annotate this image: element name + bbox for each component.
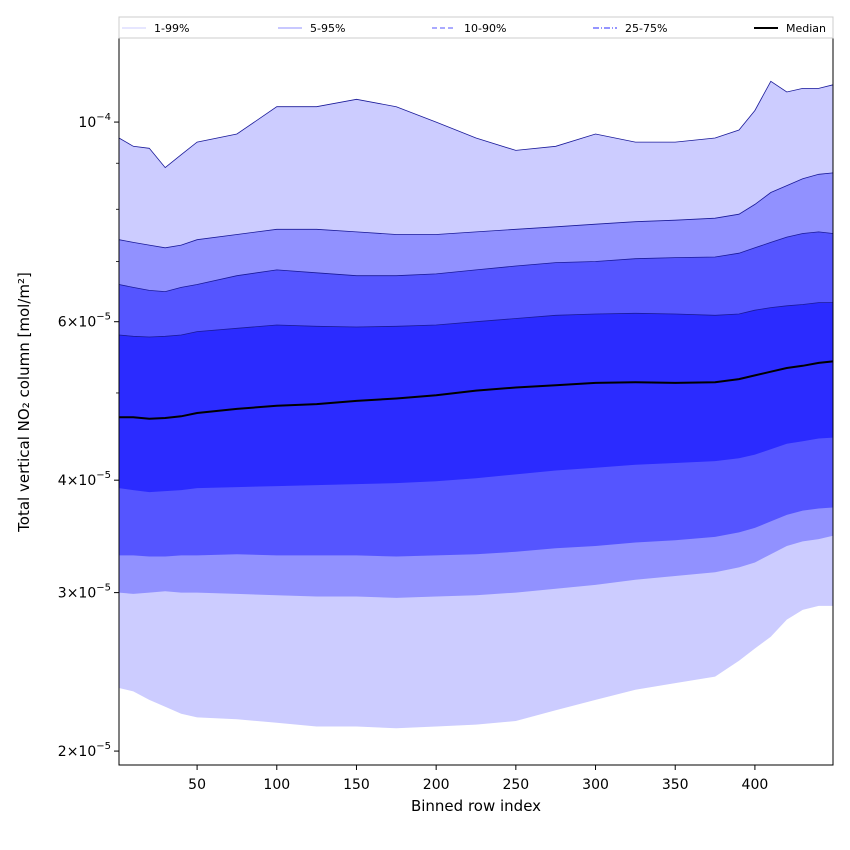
x-axis: 50 100 150 200 250 300 350 400 xyxy=(188,765,768,793)
band-10-90%-upper-edge xyxy=(118,231,834,293)
x-tick-label: 100 xyxy=(263,777,290,793)
band-edge-layer xyxy=(118,80,834,338)
legend: 1-99% 5-95% 10-90% 25-75% Median xyxy=(118,16,834,39)
x-tick-label: 250 xyxy=(502,777,529,793)
x-tick-label: 350 xyxy=(662,777,689,793)
x-tick-label: 300 xyxy=(582,777,609,793)
x-tick-label: 150 xyxy=(343,777,370,793)
legend-box xyxy=(118,16,834,39)
y-tick-label: 4×10−5 xyxy=(58,470,111,489)
y-tick-label: 3×10−5 xyxy=(58,583,111,602)
y-axis: 2×10−5 3×10−5 4×10−5 6×10−5 10−4 xyxy=(58,112,119,760)
legend-label: 5-95% xyxy=(310,22,345,35)
median-layer xyxy=(119,360,834,420)
legend-label: 25-75% xyxy=(625,22,667,35)
y-axis-title: Total vertical NO₂ column [mol/m²] xyxy=(15,272,33,533)
band-25-75%-upper-edge xyxy=(118,302,833,338)
legend-label: Median xyxy=(786,22,826,35)
y-tick-label: 2×10−5 xyxy=(58,741,111,760)
band-25-75%-area xyxy=(119,302,833,493)
legend-label: 1-99% xyxy=(154,22,189,35)
legend-label: 10-90% xyxy=(464,22,506,35)
x-tick-label: 50 xyxy=(188,777,206,793)
band-5-95%-upper-edge xyxy=(118,172,834,249)
band-layer xyxy=(119,81,833,729)
x-axis-title: Binned row index xyxy=(411,797,541,815)
series-median-line xyxy=(119,360,834,420)
band-1-99%-upper-edge xyxy=(118,80,834,169)
y-tick-label: 6×10−5 xyxy=(58,312,111,331)
x-tick-label: 200 xyxy=(423,777,450,793)
y-tick-label: 10−4 xyxy=(78,112,111,131)
x-tick-label: 400 xyxy=(742,777,769,793)
